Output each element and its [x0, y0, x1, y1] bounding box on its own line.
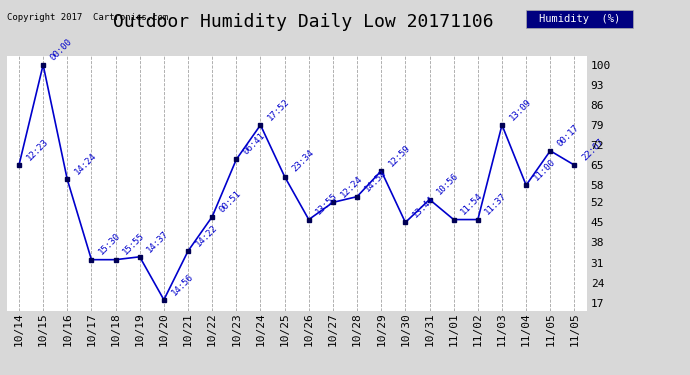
Text: 11:54: 11:54	[460, 191, 484, 217]
Text: 11:37: 11:37	[484, 191, 509, 217]
Text: 23:34: 23:34	[290, 148, 315, 174]
Text: 00:51: 00:51	[218, 189, 243, 214]
Text: 00:00: 00:00	[49, 37, 74, 62]
Text: 13:09: 13:09	[508, 97, 533, 122]
Text: 13:55: 13:55	[315, 191, 339, 217]
Text: 14:37: 14:37	[146, 229, 170, 254]
Text: 14:22: 14:22	[194, 223, 219, 248]
Text: 17:52: 17:52	[266, 97, 291, 122]
Text: 14:24: 14:24	[73, 151, 98, 177]
Text: Humidity  (%): Humidity (%)	[539, 14, 620, 24]
Text: 15:55: 15:55	[121, 231, 146, 257]
Text: 12:24: 12:24	[339, 174, 364, 200]
Text: 12:59: 12:59	[387, 143, 412, 168]
Text: 13:44: 13:44	[411, 194, 436, 220]
Text: 00:17: 00:17	[556, 123, 581, 148]
Text: 22:07: 22:07	[580, 137, 605, 162]
Text: 12:23: 12:23	[25, 137, 50, 162]
Text: 14:56: 14:56	[170, 272, 195, 297]
Text: Outdoor Humidity Daily Low 20171106: Outdoor Humidity Daily Low 20171106	[113, 13, 494, 31]
Text: 11:00: 11:00	[532, 157, 557, 182]
Text: 06:41: 06:41	[242, 131, 267, 157]
Text: 15:30: 15:30	[97, 231, 122, 257]
Text: 10:56: 10:56	[435, 171, 460, 197]
Text: 14:58: 14:58	[363, 168, 388, 194]
Text: Copyright 2017  Cartronics.com: Copyright 2017 Cartronics.com	[7, 13, 168, 22]
